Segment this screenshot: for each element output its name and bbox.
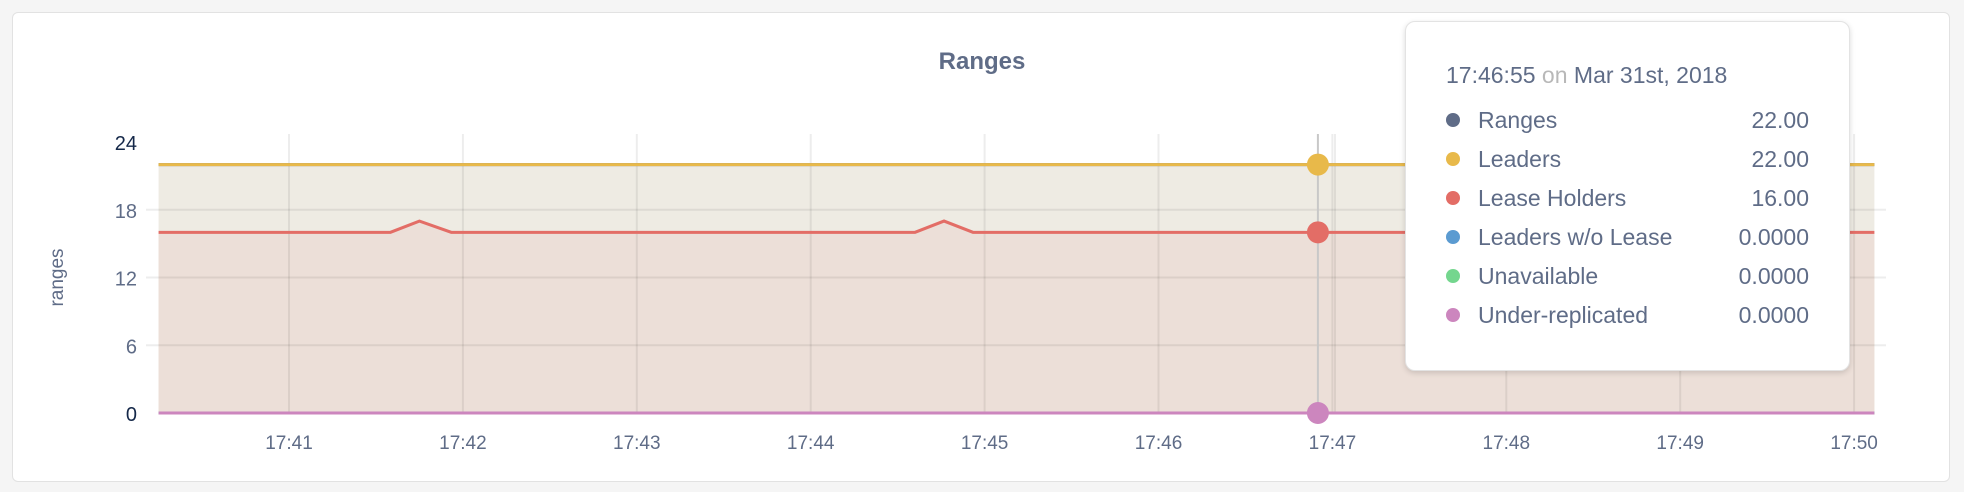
tooltip-row: Ranges 22.00 — [1446, 105, 1809, 135]
legend-dot-icon — [1446, 269, 1460, 283]
tooltip-value: 0.0000 — [1738, 262, 1809, 289]
x-tick-label: 17:48 — [1483, 433, 1531, 454]
y-axis-label: ranges — [47, 248, 68, 306]
tooltip-row: Leaders w/o Lease 0.0000 — [1446, 222, 1809, 252]
tooltip-label: Under-replicated — [1478, 301, 1649, 328]
tooltip-value: 22.00 — [1751, 145, 1809, 172]
series-line — [158, 219, 1875, 234]
tooltip-label: Leaders — [1478, 145, 1562, 172]
tooltip-on: on — [1541, 62, 1568, 88]
tooltip-value: 0.0000 — [1738, 223, 1809, 250]
hover-marker — [1306, 153, 1329, 176]
tooltip-label: Ranges — [1478, 106, 1558, 133]
tooltip-value: 22.00 — [1751, 106, 1809, 133]
tooltip-label: Lease Holders — [1478, 184, 1627, 211]
x-tick-label: 17:50 — [1830, 433, 1878, 454]
tooltip-row: Lease Holders 16.00 — [1446, 183, 1809, 213]
legend-dot-icon — [1446, 308, 1460, 322]
tooltip-label: Unavailable — [1478, 262, 1599, 289]
tooltip-value: 0.0000 — [1738, 301, 1809, 328]
tooltip-row: Under-replicated 0.0000 — [1446, 300, 1809, 330]
tooltip-date: Mar 31st, 2018 — [1573, 62, 1728, 88]
hover-marker — [1306, 221, 1329, 244]
y-tick-label: 12 — [115, 269, 137, 291]
x-tick-label: 17:45 — [961, 433, 1009, 454]
y-tick-label: 18 — [115, 201, 137, 223]
x-tick-label: 17:43 — [613, 433, 661, 454]
legend-dot-icon — [1446, 191, 1460, 205]
x-tick-label: 17:46 — [1135, 433, 1183, 454]
x-tick-label: 17:41 — [265, 433, 313, 454]
legend-dot-icon — [1446, 152, 1460, 166]
y-tick-label: 24 — [115, 133, 137, 155]
x-tick-label: 17:47 — [1309, 433, 1357, 454]
legend-dot-icon — [1446, 230, 1460, 244]
chart-title: Ranges — [938, 48, 1026, 75]
x-tick-label: 17:49 — [1656, 433, 1704, 454]
x-tick-label: 17:44 — [787, 433, 835, 454]
y-tick-label: 6 — [126, 336, 137, 358]
tooltip-label: Leaders w/o Lease — [1478, 223, 1673, 250]
tooltip-header: 17:46:55 on Mar 31st, 2018 — [1446, 62, 1727, 89]
tooltip-time: 17:46:55 — [1446, 62, 1536, 88]
tooltip-row: Leaders 22.00 — [1446, 144, 1809, 174]
hover-tooltip: 17:46:55 on Mar 31st, 2018 Ranges 22.00 Le… — [1405, 21, 1850, 371]
y-tick-label: 0 — [126, 404, 137, 426]
legend-dot-icon — [1446, 113, 1460, 127]
tooltip-row: Unavailable 0.0000 — [1446, 261, 1809, 291]
x-tick-label: 17:42 — [439, 433, 487, 454]
tooltip-value: 16.00 — [1751, 184, 1809, 211]
hover-marker — [1306, 402, 1329, 424]
